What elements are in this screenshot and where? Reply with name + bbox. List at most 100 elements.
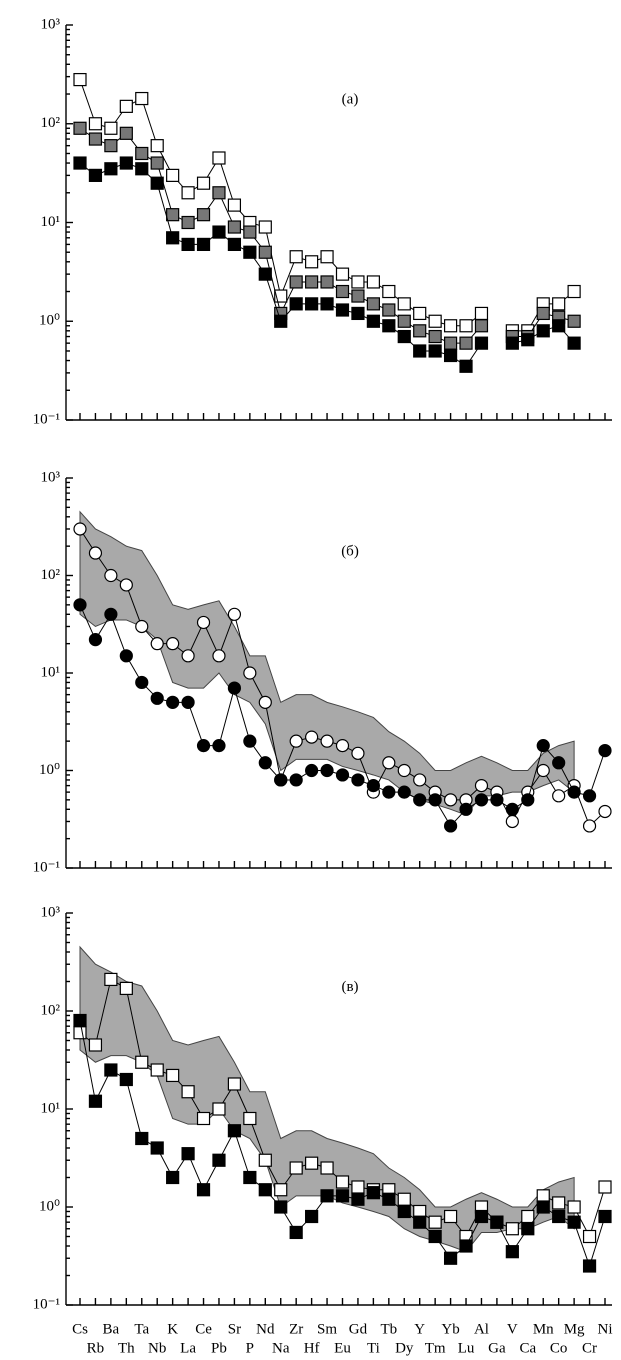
- series-line: [79, 162, 575, 367]
- data-point: [289, 1225, 303, 1240]
- data-point: [505, 1222, 519, 1236]
- data-point: [567, 336, 581, 350]
- data-point: [335, 1175, 350, 1189]
- x-tick-label: Zr: [289, 1321, 303, 1337]
- data-point: [366, 1186, 380, 1200]
- data-point: [274, 773, 288, 787]
- data-point: [552, 319, 566, 333]
- x-tick-label: Mn: [533, 1321, 554, 1337]
- data-point: [135, 619, 149, 634]
- data-point: [166, 1170, 180, 1185]
- data-point: [88, 168, 103, 182]
- data-point: [305, 730, 319, 744]
- data-point: [320, 1161, 334, 1175]
- x-tick-label: P: [246, 1340, 254, 1356]
- data-point: [104, 1063, 118, 1077]
- data-point: [88, 132, 103, 146]
- data-point: [289, 297, 303, 311]
- data-point: [320, 1189, 334, 1203]
- data-point: [150, 156, 164, 170]
- x-tick-label: Eu: [334, 1340, 351, 1356]
- data-point: [582, 789, 597, 803]
- data-point: [212, 1153, 226, 1167]
- data-point: [552, 1209, 566, 1224]
- data-point: [305, 1209, 319, 1224]
- data-point: [196, 739, 211, 753]
- x-tick-label: Yb: [441, 1321, 459, 1337]
- data-point: [150, 139, 164, 153]
- data-point: [397, 297, 411, 311]
- data-point: [351, 746, 365, 760]
- panel-label: (б): [341, 544, 359, 560]
- y-tick-label: 10⁻¹: [33, 411, 60, 427]
- data-point: [289, 1161, 303, 1175]
- data-point: [582, 1229, 597, 1244]
- data-point: [227, 607, 242, 621]
- data-point: [73, 522, 87, 536]
- data-point: [397, 314, 411, 328]
- data-point: [150, 691, 164, 705]
- data-point: [536, 763, 550, 778]
- data-point: [243, 1111, 257, 1126]
- data-point: [567, 785, 581, 799]
- data-point: [166, 231, 180, 245]
- data-point: [567, 1200, 581, 1214]
- y-tick-label: 10²: [41, 567, 61, 583]
- y-tick-label: 10⁻¹: [33, 1296, 60, 1312]
- data-point: [366, 314, 380, 328]
- data-point: [351, 1180, 365, 1194]
- data-point: [552, 756, 566, 770]
- data-point: [397, 785, 411, 799]
- data-point: [166, 168, 180, 182]
- data-point: [196, 208, 211, 222]
- data-point: [258, 220, 272, 234]
- data-point: [150, 1063, 164, 1077]
- x-tick-label: Hf: [304, 1340, 320, 1356]
- data-point: [397, 763, 411, 778]
- data-point: [119, 578, 133, 592]
- data-point: [351, 1192, 365, 1206]
- data-point: [536, 1200, 550, 1214]
- x-tick-label: Gd: [349, 1321, 368, 1337]
- data-point: [366, 779, 380, 793]
- series-line: [79, 79, 575, 332]
- data-point: [274, 1183, 288, 1197]
- x-tick-label: Rb: [87, 1340, 105, 1356]
- data-point: [351, 306, 365, 321]
- data-point: [135, 162, 149, 176]
- data-point: [243, 245, 257, 259]
- data-point: [135, 675, 149, 690]
- data-point: [212, 186, 226, 200]
- x-tick-label: La: [180, 1340, 196, 1356]
- x-tick-label: Ga: [488, 1340, 506, 1356]
- data-point: [536, 1189, 550, 1203]
- data-point: [521, 793, 535, 807]
- data-point: [351, 275, 365, 289]
- data-point: [196, 176, 211, 190]
- x-tick-label: Ca: [519, 1340, 536, 1356]
- data-point: [351, 773, 365, 787]
- data-point: [366, 275, 380, 289]
- data-point: [166, 695, 180, 709]
- data-point: [119, 1072, 133, 1087]
- y-tick-label: 10³: [41, 469, 61, 485]
- x-tick-label: Tb: [380, 1321, 397, 1337]
- data-point: [474, 793, 489, 807]
- data-point: [73, 121, 87, 135]
- data-point: [459, 802, 473, 816]
- data-point: [505, 336, 519, 350]
- data-point: [104, 607, 118, 621]
- data-point: [305, 275, 319, 289]
- data-point: [413, 306, 427, 321]
- data-point: [135, 146, 149, 161]
- data-point: [181, 1085, 195, 1099]
- data-point: [150, 176, 164, 190]
- data-point: [335, 739, 350, 753]
- data-point: [552, 789, 566, 803]
- data-point: [552, 297, 566, 311]
- data-point: [443, 793, 458, 807]
- data-point: [335, 284, 350, 299]
- x-tick-label: Cr: [582, 1340, 597, 1356]
- data-point: [382, 303, 396, 317]
- data-point: [73, 156, 87, 170]
